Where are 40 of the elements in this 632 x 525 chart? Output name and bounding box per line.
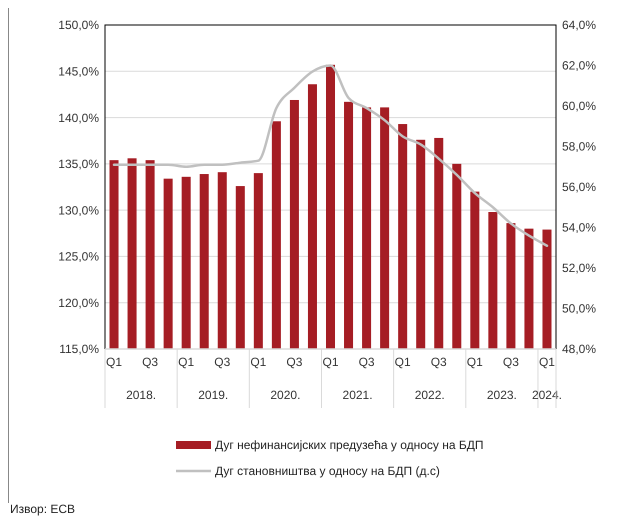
x-tick-label: Q1 bbox=[178, 355, 195, 369]
x-tick-label: Q3 bbox=[430, 355, 448, 369]
y2-tick-label: 54,0% bbox=[562, 220, 596, 235]
x-tick-label: Q1 bbox=[250, 355, 267, 369]
text: 2020. bbox=[270, 388, 300, 402]
text: 2022. bbox=[414, 388, 445, 402]
text: 2018. bbox=[126, 388, 156, 402]
x-tick-label: Q1 bbox=[466, 355, 484, 369]
y2-tick-label: 48,0% bbox=[562, 342, 596, 356]
legend-label: Дуг становништва у односу на БДП (д.с) bbox=[215, 464, 440, 478]
x-tick-label: Q1 bbox=[394, 355, 411, 369]
x-tick-label: Q3 bbox=[358, 355, 375, 369]
x-tick-label: Q3 bbox=[502, 355, 520, 369]
y2-tick-label: 56,0% bbox=[562, 180, 596, 194]
y-tick-label: 135,0% bbox=[58, 157, 100, 172]
text: 2021. bbox=[342, 388, 373, 402]
y-tick-label: 120,0% bbox=[58, 296, 100, 310]
y-tick-label: 125,0% bbox=[58, 250, 100, 264]
text: Извор: ECB bbox=[10, 502, 76, 516]
x-tick-label: Q3 bbox=[286, 355, 303, 369]
x-tick-label: Q3 bbox=[214, 355, 231, 369]
text: 2023. bbox=[486, 388, 517, 402]
y2-tick-label: 62,0% bbox=[562, 58, 596, 73]
y-tick-label: 115,0% bbox=[59, 342, 100, 356]
y2-tick-label: 52,0% bbox=[562, 261, 596, 276]
y-tick-label: 140,0% bbox=[58, 110, 100, 125]
y-tick-label: 150,0% bbox=[58, 18, 100, 32]
legend-label: Дуг нефинансијских предузећа у односу на БДП bbox=[215, 438, 484, 452]
x-tick-label: Q3 bbox=[142, 355, 158, 369]
text: 2019. bbox=[198, 388, 228, 402]
y2-tick-label: 64,0% bbox=[562, 18, 596, 32]
y2-tick-label: 50,0% bbox=[562, 302, 596, 316]
y-tick-label: 130,0% bbox=[58, 203, 100, 218]
x-tick-label: Q1 bbox=[322, 355, 339, 369]
y-tick-label: 145,0% bbox=[58, 64, 100, 78]
line-series bbox=[112, 64, 548, 247]
y2-tick-label: 60,0% bbox=[562, 99, 596, 114]
x-tick-label: Q1 bbox=[106, 355, 122, 369]
x-tick-label: Q1 bbox=[538, 355, 556, 369]
y2-tick-label: 58,0% bbox=[562, 140, 596, 154]
